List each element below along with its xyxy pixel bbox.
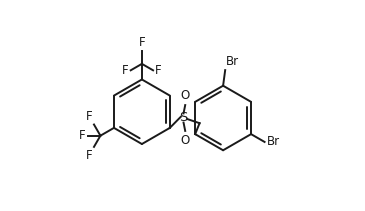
- Text: F: F: [86, 110, 93, 123]
- Text: S: S: [179, 111, 188, 124]
- Text: F: F: [79, 129, 85, 142]
- Text: O: O: [181, 89, 190, 102]
- Text: F: F: [139, 36, 145, 49]
- Text: Br: Br: [226, 55, 239, 68]
- Text: Br: Br: [267, 135, 280, 149]
- Text: F: F: [86, 149, 93, 162]
- Text: F: F: [155, 64, 162, 77]
- Text: O: O: [181, 134, 190, 147]
- Text: F: F: [122, 64, 128, 77]
